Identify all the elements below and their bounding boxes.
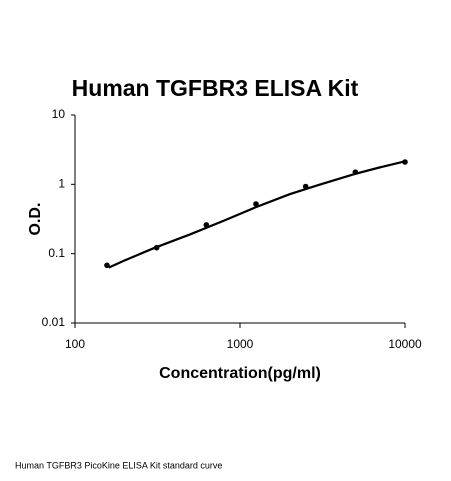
chart-title: Human TGFBR3 ELISA Kit bbox=[72, 75, 359, 101]
data-point bbox=[104, 262, 110, 269]
data-point bbox=[253, 201, 259, 207]
data-point bbox=[352, 169, 359, 175]
data-point bbox=[302, 183, 309, 190]
data-point bbox=[153, 244, 160, 251]
x-tick-label: 100 bbox=[65, 337, 85, 351]
y-tick-label: 0.01 bbox=[42, 315, 66, 329]
data-point bbox=[402, 159, 408, 165]
x-tick-label: 10000 bbox=[388, 337, 422, 351]
trendline bbox=[108, 160, 406, 269]
y-axis-label: O.D. bbox=[27, 203, 44, 236]
x-tick-label: 1000 bbox=[227, 337, 254, 351]
y-tick-label: 1 bbox=[58, 177, 65, 191]
caption: Human TGFBR3 PicoKine ELISA Kit standard… bbox=[15, 460, 222, 470]
data-point bbox=[203, 222, 210, 228]
x-axis-label: Concentration(pg/ml) bbox=[159, 365, 321, 382]
y-tick-label: 10 bbox=[52, 107, 66, 121]
y-tick-label: 0.1 bbox=[48, 246, 65, 260]
